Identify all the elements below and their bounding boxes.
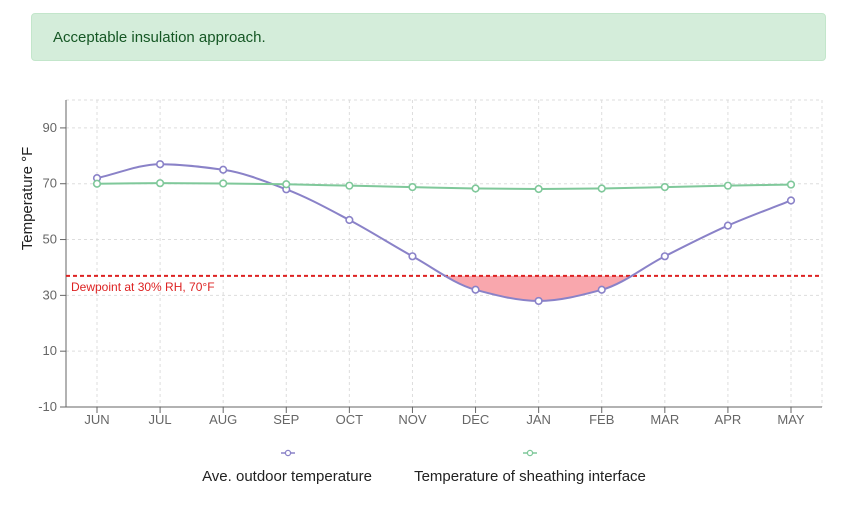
- legend-item-sheathing[interactable]: Temperature of sheathing interface: [414, 449, 646, 485]
- series-outdoor-point[interactable]: [471, 285, 480, 294]
- series-sheathing-point[interactable]: [345, 181, 354, 190]
- x-tick-label: APR: [715, 412, 742, 427]
- series-sheathing-point[interactable]: [92, 179, 102, 188]
- y-axis-label: Temperature °F: [19, 147, 36, 251]
- x-ticks: JUN JUL AUG SEP OCT NOV DEC JAN FEB MAR APR MAY: [84, 407, 805, 427]
- x-tick-label: NOV: [398, 412, 427, 427]
- series-outdoor-point[interactable]: [345, 215, 354, 225]
- series-outdoor-point[interactable]: [723, 221, 733, 230]
- status-alert: Acceptable insulation approach.: [31, 13, 826, 61]
- series-outdoor-point[interactable]: [219, 165, 228, 174]
- legend: Ave. outdoor temperature Temperature of …: [202, 449, 646, 485]
- x-tick-label: JUN: [84, 412, 109, 427]
- series-outdoor-point[interactable]: [597, 285, 606, 294]
- x-tick-label: DEC: [462, 412, 489, 427]
- series-sheathing-point[interactable]: [660, 182, 669, 192]
- legend-item-outdoor[interactable]: Ave. outdoor temperature: [202, 449, 372, 485]
- condensation-risk-area: [445, 275, 631, 301]
- grid: [66, 99, 823, 408]
- series-sheathing-point[interactable]: [597, 184, 606, 193]
- dewpoint-label: Dewpoint at 30% RH, 70°F: [71, 280, 215, 294]
- y-tick-label: -10: [38, 399, 57, 414]
- x-tick-label: JAN: [526, 412, 551, 427]
- series-outdoor-point[interactable]: [660, 252, 669, 261]
- alert-message: Acceptable insulation approach.: [53, 28, 266, 46]
- x-tick-label: MAR: [650, 412, 679, 427]
- legend-sheathing-label: Temperature of sheathing interface: [414, 468, 646, 485]
- series-outdoor-point[interactable]: [786, 196, 796, 205]
- series-sheathing-point[interactable]: [219, 179, 228, 188]
- series-sheathing-point[interactable]: [471, 184, 480, 193]
- series-sheathing-point[interactable]: [155, 179, 165, 188]
- axes: [65, 100, 822, 408]
- series-sheathing-point[interactable]: [786, 180, 796, 189]
- series-outdoor-point[interactable]: [155, 160, 165, 169]
- y-tick-label: 90: [43, 120, 57, 135]
- y-tick-label: 50: [43, 232, 57, 247]
- series-sheathing-line: [96, 182, 792, 191]
- series-outdoor-point[interactable]: [534, 296, 543, 306]
- y-tick-label: 10: [43, 343, 57, 358]
- x-tick-label: JUL: [149, 412, 172, 427]
- x-tick-label: FEB: [589, 412, 614, 427]
- x-tick-label: MAY: [777, 412, 805, 427]
- series: [92, 160, 796, 306]
- series-sheathing-point[interactable]: [408, 182, 417, 192]
- y-tick-label: 30: [43, 287, 57, 302]
- y-tick-label: 70: [43, 176, 57, 191]
- series-sheathing-point[interactable]: [534, 184, 543, 194]
- series-sheathing-point[interactable]: [723, 181, 733, 190]
- x-tick-label: AUG: [209, 412, 237, 427]
- x-tick-label: OCT: [336, 412, 364, 427]
- series-outdoor-point[interactable]: [408, 252, 417, 261]
- y-ticks: -10 10 30 50 70 90: [38, 120, 66, 414]
- legend-outdoor-label: Ave. outdoor temperature: [202, 468, 372, 485]
- x-tick-label: SEP: [273, 412, 299, 427]
- legend-sheathing-marker: [526, 449, 534, 457]
- series-sheathing-point[interactable]: [282, 180, 291, 189]
- legend-outdoor-marker: [284, 449, 292, 457]
